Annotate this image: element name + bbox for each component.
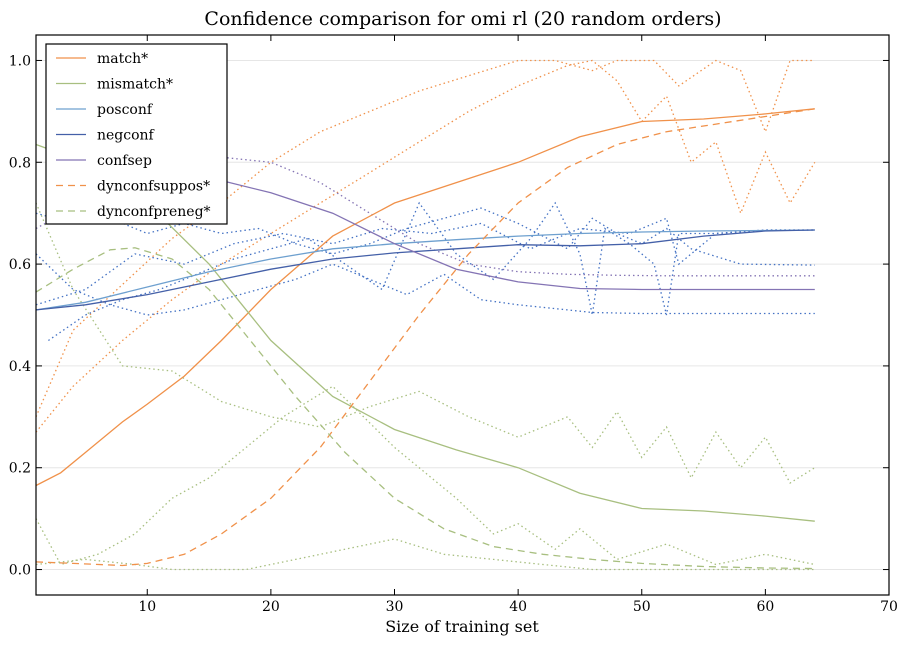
x-axis-label: Size of training set [385, 617, 539, 636]
legend-label: negconf [97, 128, 156, 144]
legend-label: match* [97, 51, 148, 67]
legend-label: dynconfsuppos* [97, 179, 210, 195]
legend-label: posconf [97, 102, 154, 118]
x-tick-label: 10 [138, 599, 156, 615]
x-tick-label: 60 [756, 599, 774, 615]
x-tick-label: 30 [386, 599, 404, 615]
x-tick-label: 20 [262, 599, 280, 615]
run-line-14 [48, 201, 815, 342]
x-tick-label: 40 [509, 599, 527, 615]
legend-label: dynconfpreneg* [97, 204, 211, 220]
y-tick-label: 0.6 [9, 257, 31, 273]
series-line-negconf [35, 229, 815, 311]
series-line-confsep [208, 176, 815, 291]
legend-label: mismatch* [97, 77, 173, 93]
x-tick-label: 50 [633, 599, 651, 615]
ticks-layer: 0.0 0.2 0.4 0.6 0.8 1.0 10 20 30 40 50 60 70 [9, 35, 898, 615]
y-tick-label: 0.4 [9, 359, 31, 375]
series-line-posconf [35, 229, 815, 311]
y-tick-label: 0.8 [9, 155, 31, 171]
series-line-dynconfpreneg [35, 247, 815, 570]
run-line-13 [35, 253, 815, 316]
legend-label: confsep [97, 153, 152, 169]
y-tick-label: 1.0 [9, 53, 31, 69]
legend: match* mismatch* posconf negconf confsep dync… [45, 43, 228, 225]
run-line-12 [35, 207, 815, 266]
run-line-8 [35, 59, 816, 433]
run-line-7 [35, 59, 815, 418]
series-line-dynconfsuppos [35, 108, 815, 567]
y-tick-label: 0.2 [9, 461, 31, 477]
y-tick-label: 0.0 [9, 563, 31, 579]
chart-title: Confidence comparison for omi rl (20 ran… [204, 8, 721, 30]
series-layer [35, 59, 816, 571]
run-line-16 [35, 156, 815, 277]
plot-frame [35, 34, 890, 596]
x-tick-label: 70 [880, 599, 898, 615]
series-line-match [35, 108, 815, 487]
